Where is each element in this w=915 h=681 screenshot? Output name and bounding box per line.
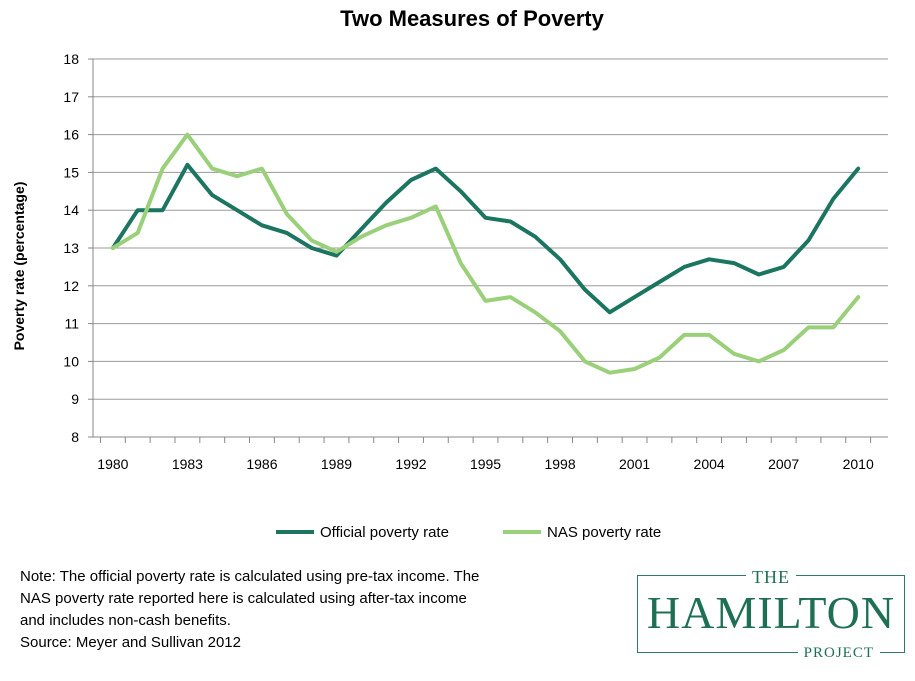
y-axis-label: Poverty rate (percentage) — [11, 182, 27, 351]
x-tick-label: 2001 — [619, 456, 650, 472]
official-poverty-rate-line — [110, 162, 861, 315]
x-tick-label: 2004 — [694, 456, 725, 472]
nas-poverty-rate-line — [110, 132, 861, 375]
x-tick-label: 1983 — [172, 456, 203, 472]
x-tick-label: 2010 — [843, 456, 874, 472]
x-tick-label: 1995 — [470, 456, 501, 472]
y-tick-label: 14 — [63, 202, 79, 218]
gridlines — [92, 58, 888, 438]
x-tick-label: 1980 — [97, 456, 128, 472]
logo-middle-text: HAMILTON — [646, 587, 896, 638]
y-tick-label: 18 — [63, 51, 79, 67]
source-line: Source: Meyer and Sullivan 2012 — [20, 634, 241, 651]
x-tick-label: 1986 — [246, 456, 277, 472]
x-tick-label: 1989 — [321, 456, 352, 472]
note-line: NAS poverty rate reported here is calcul… — [20, 590, 467, 607]
note-line: Note: The official poverty rate is calcu… — [20, 568, 480, 585]
hamilton-project-logo: THE HAMILTON PROJECT — [637, 567, 905, 661]
y-tick-label: 9 — [71, 391, 79, 407]
x-tick-label: 1998 — [544, 456, 575, 472]
y-tick-label: 11 — [64, 316, 79, 332]
x-tick-label: 2007 — [768, 456, 799, 472]
legend-label: NAS poverty rate — [547, 524, 661, 541]
logo-bottom-text: PROJECT — [797, 645, 880, 661]
y-axis-ticks: 8 9 10 11 12 13 14 15 16 17 18 — [63, 51, 93, 445]
y-tick-label: 8 — [71, 429, 79, 445]
x-axis-ticks: 1980 1983 1986 1989 1992 1995 1998 2001 2004 2007… — [97, 437, 874, 472]
legend: Official poverty rate NAS poverty rate — [276, 524, 661, 541]
logo-top-text: THE — [746, 567, 796, 587]
y-tick-label: 16 — [63, 127, 79, 143]
note-line: and includes non-cash benefits. — [20, 612, 231, 629]
x-tick-label: 1992 — [395, 456, 426, 472]
y-tick-label: 17 — [63, 89, 79, 105]
chart-title: Two Measures of Poverty — [340, 6, 604, 31]
series-lines — [110, 132, 861, 375]
chart-note: Note: The official poverty rate is calcu… — [20, 566, 600, 654]
legend-label: Official poverty rate — [320, 524, 449, 541]
y-tick-label: 10 — [63, 353, 79, 369]
y-tick-label: 13 — [63, 240, 79, 256]
y-tick-label: 12 — [63, 278, 79, 294]
y-tick-label: 15 — [63, 164, 79, 180]
